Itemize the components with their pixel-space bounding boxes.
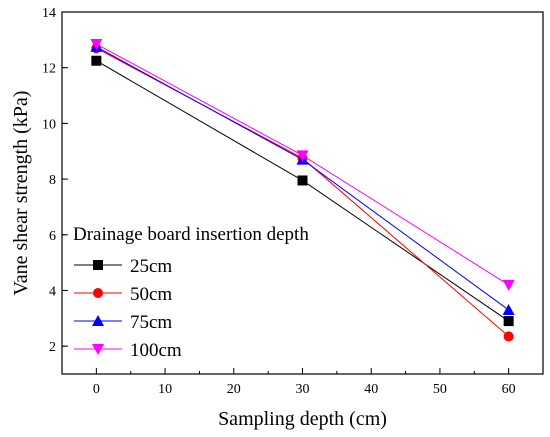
x-tick-label: 60 — [502, 382, 516, 397]
data-point — [502, 303, 515, 315]
legend-label: 75cm — [130, 312, 172, 333]
y-tick-label: 4 — [49, 284, 56, 299]
legend: Drainage board insertion depth 25cm 50cm 7… — [73, 224, 309, 361]
y-tick-label: 8 — [49, 173, 56, 188]
data-point — [296, 150, 309, 162]
y-tick-label: 12 — [42, 62, 56, 77]
data-point — [297, 175, 308, 186]
y-axis: 2 4 6 8 10 12 14 — [42, 6, 68, 355]
legend-title: Drainage board insertion depth — [73, 224, 309, 245]
y-axis-title: Vane shear strength (kPa) — [10, 91, 32, 296]
data-point — [90, 39, 103, 51]
data-point — [503, 331, 514, 342]
series-25cm — [91, 55, 514, 327]
y-tick-label: 6 — [49, 229, 56, 244]
x-tick-label: 30 — [296, 382, 310, 397]
x-axis-title: Sampling depth (cm) — [218, 408, 387, 430]
legend-marker — [92, 344, 104, 355]
x-tick-label: 50 — [433, 382, 447, 397]
series-layer — [90, 39, 515, 342]
x-tick-label: 40 — [364, 382, 378, 397]
data-point — [503, 316, 514, 327]
legend-label: 100cm — [130, 340, 182, 361]
legend-label: 50cm — [130, 284, 172, 305]
legend-item: 75cm — [74, 312, 172, 333]
legend-item: 25cm — [74, 256, 172, 277]
data-point — [91, 55, 102, 66]
legend-label: 25cm — [130, 256, 172, 277]
x-tick-label: 10 — [158, 382, 172, 397]
series-100cm — [90, 39, 515, 291]
data-point — [502, 279, 515, 291]
x-tick-label: 0 — [93, 382, 100, 397]
y-tick-label: 2 — [49, 340, 56, 355]
legend-marker — [92, 315, 104, 326]
legend-marker — [93, 288, 103, 298]
legend-item: 50cm — [74, 284, 172, 305]
y-tick-label: 14 — [42, 6, 56, 21]
legend-marker — [93, 260, 103, 270]
x-axis: 0 10 20 30 40 50 60 — [61, 368, 544, 397]
x-tick-label: 20 — [227, 382, 241, 397]
y-tick-label: 10 — [42, 117, 56, 132]
series-line — [96, 60, 509, 322]
legend-item: 100cm — [74, 340, 182, 361]
